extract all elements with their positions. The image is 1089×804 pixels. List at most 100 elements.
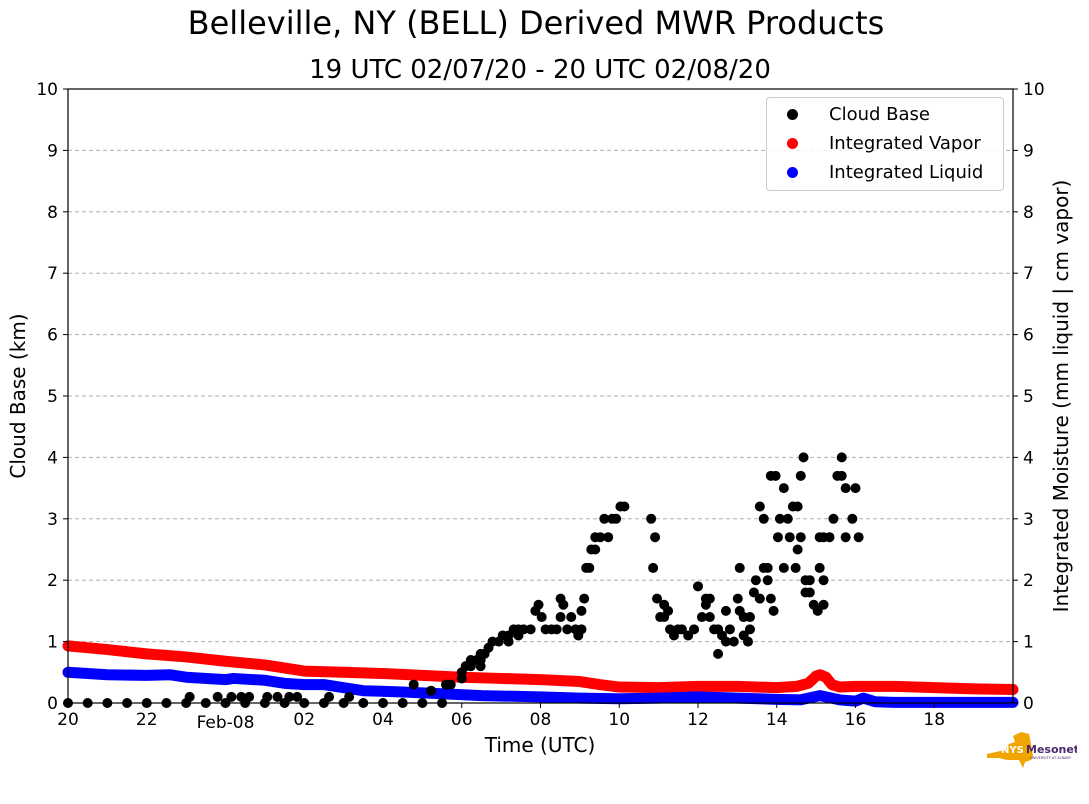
cloud-base-point (828, 513, 839, 524)
cloud-base-point (344, 691, 355, 702)
y-tick-label-right: 8 (1023, 203, 1034, 223)
y-tick-label-left: 7 (47, 264, 58, 284)
y-tick-label-left: 2 (47, 571, 58, 591)
cloud-base-point (284, 691, 295, 702)
gridlines (68, 149, 1013, 643)
cloud-base-point (744, 612, 755, 623)
cloud-base-point (236, 691, 247, 702)
y-tick-label-right: 10 (1023, 80, 1045, 100)
cloud-base-point (292, 691, 303, 702)
cloud-base-point (244, 691, 255, 702)
svg-text:NYS: NYS (1001, 745, 1024, 756)
cloud-base-point (754, 501, 765, 512)
cloud-base-point (754, 593, 765, 604)
cloud-base-point (689, 624, 700, 635)
cloud-base-point (590, 544, 601, 555)
cloud-base-point (576, 605, 587, 616)
cloud-base-point (648, 562, 659, 573)
y-tick-label-right: 3 (1023, 510, 1034, 530)
cloud-base-point (595, 532, 606, 543)
cloud-base-point (836, 470, 847, 481)
cloud-base-point (646, 513, 657, 524)
cloud-base-point (750, 575, 761, 586)
cloud-base-point (853, 532, 864, 543)
chart-subtitle: 19 UTC 02/07/20 - 20 UTC 02/08/20 (309, 55, 771, 85)
x-tick-label: 12 (687, 710, 709, 730)
y-tick-label-left: 0 (47, 694, 58, 714)
cloud-base-point (518, 624, 529, 635)
cloud-base-point (584, 562, 595, 573)
cloud-base-point (768, 605, 779, 616)
cloud-base-point (226, 691, 237, 702)
cloud-base-point (650, 532, 661, 543)
cloud-base-point (212, 691, 223, 702)
y-tick-label-left: 8 (47, 203, 58, 223)
y-tick-label-right: 0 (1023, 694, 1034, 714)
y-axis-label-left: Cloud Base (km) (6, 313, 30, 478)
cloud-base-point (599, 513, 610, 524)
x-tick-label: 08 (530, 710, 552, 730)
cloud-base-point (533, 599, 544, 610)
x-tick-label: 22 (136, 710, 158, 730)
cloud-base-point (619, 501, 630, 512)
legend-marker-cloud-base (787, 109, 798, 120)
cloud-base-point (758, 513, 769, 524)
legend-marker-liquid (787, 167, 798, 178)
cloud-base-point (836, 452, 847, 463)
cloud-base-point (798, 452, 809, 463)
cloud-base-point (566, 612, 577, 623)
cloud-base-point (792, 501, 803, 512)
x-tick-label: 10 (608, 710, 630, 730)
y-tick-label-left: 4 (47, 448, 58, 468)
legend: Cloud Base Integrated Vapor Integrated L… (766, 97, 1004, 191)
y-tick-label-right: 9 (1023, 141, 1034, 161)
cloud-base-point (774, 513, 785, 524)
legend-label: Integrated Vapor (829, 133, 981, 154)
cloud-base-point (445, 679, 456, 690)
cloud-base-point (576, 624, 587, 635)
cloud-base-point (814, 562, 825, 573)
moisture-bands (62, 640, 1019, 708)
cloud-base-point (426, 685, 437, 696)
cloud-base-point (762, 575, 773, 586)
cloud-base-point (720, 636, 731, 647)
x-tick-label: 18 (923, 710, 945, 730)
x-tick-label: 16 (845, 710, 867, 730)
cloud-base-point (184, 691, 195, 702)
cloud-base-point (782, 513, 793, 524)
x-tick-label: 04 (372, 710, 394, 730)
y-tick-label-right: 4 (1023, 448, 1034, 468)
cloud-base-point (804, 587, 815, 598)
y-tick-label-right: 5 (1023, 387, 1034, 407)
y-tick-label-left: 9 (47, 141, 58, 161)
cloud-base-point (324, 691, 335, 702)
cloud-base-point (792, 544, 803, 555)
cloud-base-point (790, 562, 801, 573)
cloud-base-point (475, 661, 486, 672)
nys-mesonet-logo: NYS Mesonet UNIVERSITY AT ALBANY (987, 732, 1077, 768)
cloud-base-point (555, 612, 566, 623)
cloud-base-point (765, 593, 776, 604)
cloud-base-point (713, 648, 724, 659)
cloud-base-point (795, 532, 806, 543)
cloud-base-point (704, 593, 715, 604)
cloud-base-point (847, 513, 858, 524)
cloud-base-point (562, 624, 573, 635)
y-tick-label-right: 6 (1023, 326, 1034, 346)
cloud-base-point (732, 593, 743, 604)
svg-text:UNIVERSITY AT ALBANY: UNIVERSITY AT ALBANY (1030, 756, 1072, 760)
cloud-base-point (728, 636, 739, 647)
cloud-base-point (720, 605, 731, 616)
cloud-base-point (676, 624, 687, 635)
cloud-base-point (408, 679, 419, 690)
y-axis-label-right: Integrated Moisture (mm liquid | cm vapo… (1049, 180, 1073, 613)
svg-text:Mesonet: Mesonet (1026, 743, 1077, 756)
legend-label: Cloud Base (829, 104, 930, 125)
legend-item-vapor: Integrated Vapor (787, 133, 981, 154)
cloud-base-point (818, 599, 829, 610)
cloud-base-point (840, 532, 851, 543)
cloud-base-point (804, 575, 815, 586)
cloud-base-point (696, 612, 707, 623)
cloud-base-point (850, 483, 861, 494)
